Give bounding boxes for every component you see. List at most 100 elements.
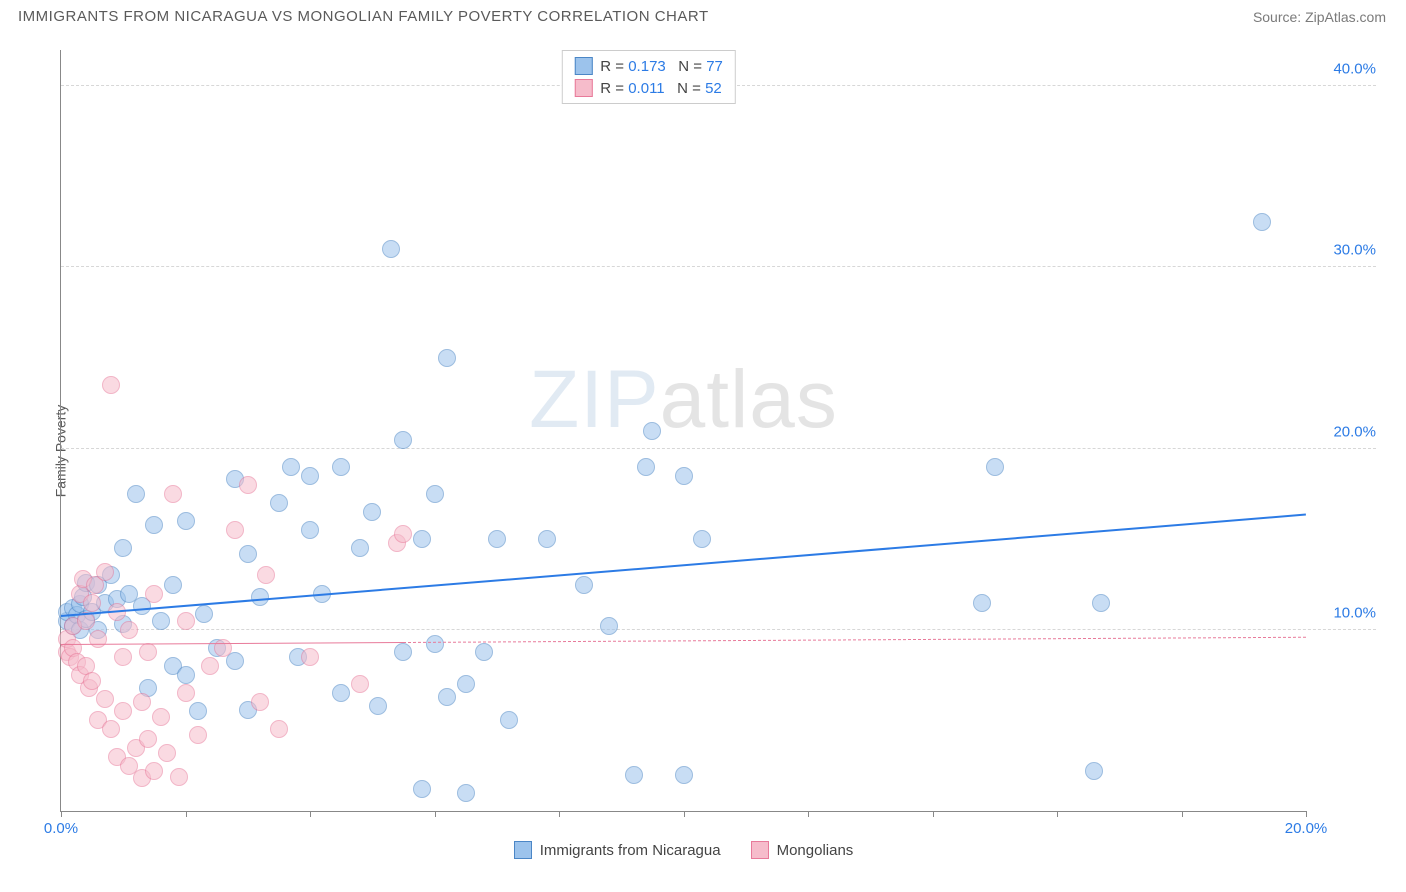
data-point-nicaragua [600,617,618,635]
series-legend: Immigrants from Nicaragua Mongolians [61,841,1306,859]
legend-swatch-nicaragua [514,841,532,859]
y-tick-label: 30.0% [1316,242,1376,259]
legend-row-nicaragua: R = 0.173 N = 77 [574,55,723,77]
data-point-mongolians [83,594,101,612]
data-point-mongolians [139,643,157,661]
data-point-nicaragua [301,521,319,539]
x-tick [310,811,311,817]
data-point-mongolians [239,476,257,494]
legend-swatch-mongolians [751,841,769,859]
legend-r-value: 0.011 [628,80,664,97]
y-tick-label: 10.0% [1316,604,1376,621]
data-point-mongolians [152,708,170,726]
legend-r-label: R = 0.173 N = 77 [600,58,723,75]
data-point-mongolians [114,702,132,720]
x-tick [1182,811,1183,817]
trendline-mongolians [61,642,403,645]
data-point-nicaragua [625,766,643,784]
plot-area: ZIPatlas R = 0.173 N = 77 R = 0.011 N = 5… [60,50,1306,812]
x-tick [1306,811,1307,817]
data-point-nicaragua [363,503,381,521]
correlation-legend: R = 0.173 N = 77 R = 0.011 N = 52 [561,50,736,104]
data-point-nicaragua [382,240,400,258]
chart-title: IMMIGRANTS FROM NICARAGUA VS MONGOLIAN F… [18,8,709,25]
data-point-nicaragua [986,458,1004,476]
legend-n-value: 77 [706,58,723,75]
trendline-mongolians-extrapolated [403,637,1306,643]
data-point-mongolians [164,485,182,503]
data-point-nicaragua [394,431,412,449]
data-point-nicaragua [332,684,350,702]
data-point-nicaragua [675,467,693,485]
x-tick [435,811,436,817]
data-point-nicaragua [164,576,182,594]
data-point-mongolians [96,563,114,581]
watermark: ZIPatlas [529,353,838,447]
data-point-nicaragua [575,576,593,594]
data-point-mongolians [189,726,207,744]
data-point-nicaragua [438,688,456,706]
data-point-nicaragua [413,530,431,548]
y-tick-label: 40.0% [1316,61,1376,78]
data-point-nicaragua [693,530,711,548]
data-point-mongolians [114,648,132,666]
data-point-nicaragua [152,612,170,630]
data-point-mongolians [145,585,163,603]
data-point-mongolians [226,521,244,539]
data-point-mongolians [251,693,269,711]
data-point-nicaragua [394,643,412,661]
source-prefix: Source: [1253,9,1305,25]
x-tick [684,811,685,817]
data-point-nicaragua [177,512,195,530]
data-point-nicaragua [538,530,556,548]
data-point-mongolians [158,744,176,762]
gridline-h [61,448,1376,449]
data-point-nicaragua [351,539,369,557]
data-point-nicaragua [195,605,213,623]
x-tick [808,811,809,817]
data-point-nicaragua [332,458,350,476]
data-point-nicaragua [457,675,475,693]
data-point-nicaragua [301,467,319,485]
chart-source: Source: ZipAtlas.com [1253,9,1386,25]
source-name: ZipAtlas.com [1305,9,1386,25]
x-tick [186,811,187,817]
data-point-nicaragua [438,349,456,367]
data-point-mongolians [177,612,195,630]
data-point-mongolians [257,566,275,584]
data-point-nicaragua [114,539,132,557]
data-point-nicaragua [177,666,195,684]
watermark-left: ZIP [529,354,660,445]
data-point-nicaragua [127,485,145,503]
legend-swatch-mongolians [574,79,592,97]
data-point-nicaragua [1085,762,1103,780]
data-point-mongolians [133,693,151,711]
watermark-right: atlas [660,354,838,445]
data-point-nicaragua [282,458,300,476]
legend-r-label: R = 0.011 N = 52 [600,80,722,97]
data-point-mongolians [201,657,219,675]
data-point-nicaragua [475,643,493,661]
data-point-nicaragua [457,784,475,802]
x-tick-label: 0.0% [44,820,78,837]
data-point-nicaragua [488,530,506,548]
x-tick [933,811,934,817]
legend-label: Immigrants from Nicaragua [540,842,721,859]
data-point-nicaragua [145,516,163,534]
data-point-mongolians [120,621,138,639]
data-point-mongolians [394,525,412,543]
data-point-mongolians [102,376,120,394]
data-point-nicaragua [413,780,431,798]
data-point-mongolians [102,720,120,738]
legend-label: Mongolians [777,842,854,859]
x-tick [559,811,560,817]
y-tick-label: 20.0% [1316,423,1376,440]
legend-item-nicaragua: Immigrants from Nicaragua [514,841,721,859]
data-point-nicaragua [1253,213,1271,231]
data-point-nicaragua [369,697,387,715]
data-point-mongolians [301,648,319,666]
data-point-nicaragua [973,594,991,612]
x-tick-label: 20.0% [1285,820,1328,837]
legend-swatch-nicaragua [574,57,592,75]
data-point-mongolians [214,639,232,657]
